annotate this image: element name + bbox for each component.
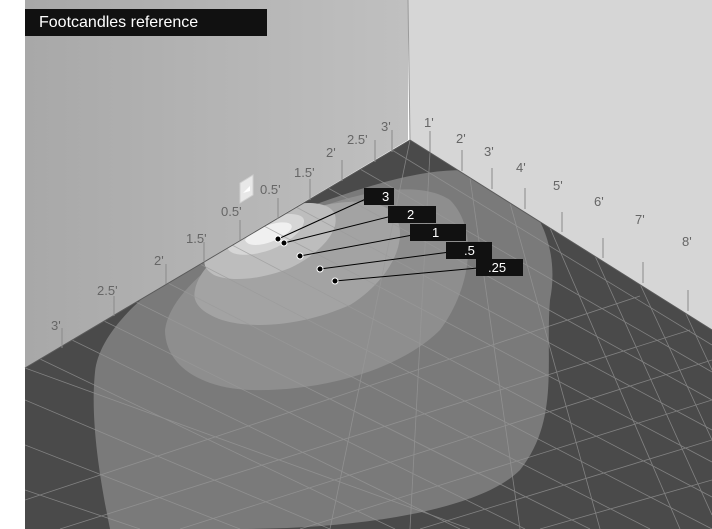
left-tick-label: 0.5' [221, 204, 242, 219]
callout-label-1: 1 [432, 225, 439, 240]
contour-4 [245, 222, 292, 245]
right-wall [408, 0, 712, 330]
callout-dot-2 [280, 239, 288, 247]
right-tick-label: 2' [456, 131, 466, 146]
right-tick-label: 6' [594, 194, 604, 209]
callout-dot-05 [316, 265, 324, 273]
callout-label-2: 2 [407, 207, 414, 222]
right-axis-labels: 1' 2' 3' 4' 5' 6' 7' 8' [424, 115, 692, 249]
right-tick-label: 7' [635, 212, 645, 227]
title-banner: Footcandles reference [25, 9, 267, 36]
left-tick-label: 2.5' [97, 283, 118, 298]
left-tick-label: 0.5' [260, 182, 281, 197]
right-floor-edge [409, 139, 712, 331]
right-tick-label: 8' [682, 234, 692, 249]
right-tick-label: 3' [484, 144, 494, 159]
callout-label-3: 3 [382, 189, 389, 204]
left-tick-label: 3' [381, 119, 391, 134]
callout-label-025: .25 [488, 260, 506, 275]
callout-dot-1 [296, 252, 304, 260]
callout-dot-3 [274, 235, 282, 243]
left-tick-label: 1.5' [294, 165, 315, 180]
callout-leaders [277, 197, 479, 282]
floor-grid [25, 140, 712, 529]
callout-box-05 [446, 242, 492, 259]
light-fixture [239, 174, 254, 204]
left-tick-label: 3' [51, 318, 61, 333]
callout-label-05: .5 [464, 243, 475, 258]
callout-box-1 [410, 224, 466, 241]
callout-box-025 [476, 259, 523, 276]
back-wall [25, 0, 408, 368]
left-axis-labels: 3' 2.5' 2' 1.5' 0.5' 0.5' 1.5' 2' 2.5' 3… [51, 119, 391, 333]
left-tick-marks [61, 130, 393, 348]
callout-box-3 [364, 188, 394, 205]
right-tick-label: 1' [424, 115, 434, 130]
right-tick-label: 4' [516, 160, 526, 175]
left-tick-label: 2' [326, 145, 336, 160]
callout-dot-025 [331, 277, 339, 285]
left-tick-label: 2' [154, 253, 164, 268]
left-floor-edge [24, 139, 411, 369]
diagram-title: Footcandles reference [39, 14, 199, 31]
right-tick-marks [429, 131, 689, 311]
callout-dots [274, 235, 339, 285]
fixture-glow [243, 186, 250, 193]
right-tick-label: 5' [553, 178, 563, 193]
callout-boxes: 3 2 1 .5 .25 [364, 188, 523, 276]
left-tick-label: 2.5' [347, 132, 368, 147]
callout-box-2 [388, 206, 436, 223]
left-tick-label: 1.5' [186, 231, 207, 246]
wall-corner [407, 0, 411, 141]
